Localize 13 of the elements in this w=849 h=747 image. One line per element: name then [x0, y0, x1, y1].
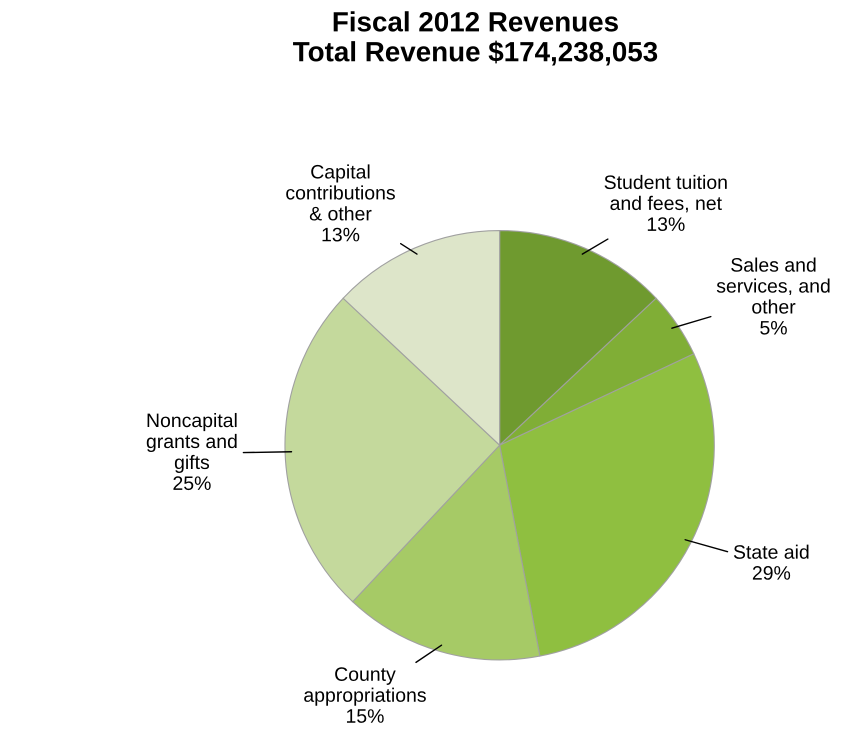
slice-label: County appropriations [304, 667, 426, 706]
slice-label: State aid [734, 544, 808, 559]
data-label: 13% [648, 217, 685, 232]
slice-label: Capital contributions & other [286, 164, 395, 221]
slice-label: Student tuition and fees, net [604, 174, 727, 212]
data-label: 25% [173, 476, 211, 490]
data-label: 15% [346, 709, 384, 723]
data-label: 13% [322, 228, 360, 242]
data-label: 5% [760, 320, 787, 335]
slice-label: Noncapital grants and gifts [146, 412, 237, 473]
chart-title: Fiscal 2012 Revenues Total Revenue $174,238,053 [293, 11, 658, 66]
data-label: 29% [752, 566, 790, 580]
slice-label: Sales and services, and other [716, 258, 830, 314]
